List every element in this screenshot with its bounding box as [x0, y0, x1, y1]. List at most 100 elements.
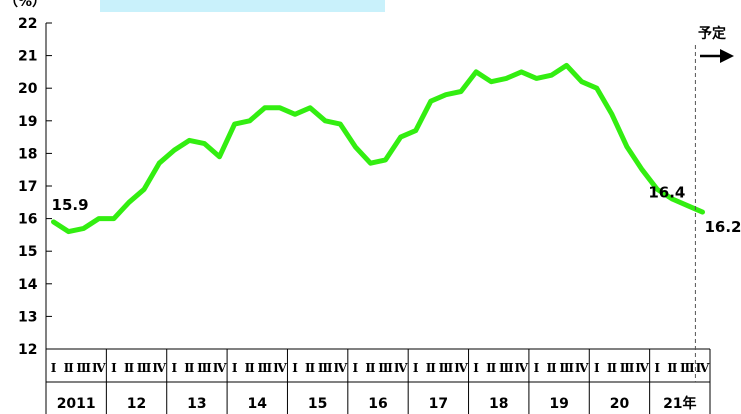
- quarter-label: Ⅰ: [51, 361, 57, 375]
- quarter-label: Ⅲ: [378, 361, 393, 375]
- data-point: [610, 112, 614, 116]
- data-point: [263, 106, 267, 110]
- quarter-label: Ⅳ: [635, 361, 649, 375]
- quarter-label: Ⅰ: [654, 361, 660, 375]
- year-label: 12: [127, 396, 146, 412]
- year-label: 16: [368, 396, 387, 412]
- quarter-label: Ⅳ: [454, 361, 468, 375]
- quarter-label: Ⅱ: [184, 361, 194, 375]
- year-label: 2011: [57, 396, 96, 412]
- quarter-label: Ⅲ: [559, 361, 574, 375]
- quarter-label: Ⅱ: [426, 361, 436, 375]
- quarter-label: Ⅳ: [394, 361, 408, 375]
- data-point: [353, 145, 357, 149]
- quarter-label: Ⅱ: [486, 361, 496, 375]
- series-line: [51, 62, 705, 235]
- quarter-label: Ⅲ: [499, 361, 514, 375]
- data-point: [459, 89, 463, 93]
- data-point: [670, 197, 674, 201]
- y-tick-label: 17: [18, 179, 37, 195]
- data-point: [595, 86, 599, 90]
- quarter-label: Ⅰ: [473, 361, 479, 375]
- quarter-label: Ⅲ: [258, 361, 273, 375]
- year-label: 20: [610, 396, 630, 412]
- data-point: [67, 230, 71, 234]
- data-point: [157, 161, 161, 165]
- quarter-label: Ⅳ: [696, 361, 710, 375]
- quarter-label: Ⅱ: [305, 361, 315, 375]
- quarter-label: Ⅱ: [607, 361, 617, 375]
- quarter-label: Ⅱ: [546, 361, 556, 375]
- data-point: [308, 106, 312, 110]
- data-point: [685, 204, 689, 208]
- data-point: [640, 168, 644, 172]
- data-point: [52, 220, 56, 224]
- quarter-label: Ⅱ: [365, 361, 375, 375]
- data-point: [444, 93, 448, 97]
- y-tick-label: 16: [18, 212, 37, 228]
- plan-arrow-head: [720, 49, 734, 63]
- y-tick-label: 14: [18, 277, 38, 293]
- data-point: [534, 76, 538, 80]
- quarter-label: Ⅰ: [171, 361, 177, 375]
- data-point: [278, 106, 282, 110]
- data-point: [565, 63, 569, 67]
- year-label: 14: [248, 396, 268, 412]
- quarter-label: Ⅱ: [124, 361, 134, 375]
- y-tick-label: 20: [18, 81, 38, 97]
- quarter-label: Ⅳ: [333, 361, 347, 375]
- quarter-label: Ⅱ: [667, 361, 677, 375]
- data-point: [550, 73, 554, 77]
- data-point: [580, 80, 584, 84]
- plan-marker: 予定: [694, 25, 734, 382]
- quarter-label: Ⅱ: [64, 361, 74, 375]
- title-banner: [100, 0, 385, 12]
- quarter-label: Ⅳ: [515, 361, 529, 375]
- data-point: [323, 119, 327, 123]
- data-point: [338, 122, 342, 126]
- year-label: 18: [489, 396, 508, 412]
- data-point: [233, 122, 237, 126]
- year-label: 13: [187, 396, 206, 412]
- data-point: [142, 187, 146, 191]
- data-label: 16.2: [704, 218, 741, 236]
- quarter-label: Ⅳ: [575, 361, 589, 375]
- quarter-label: Ⅰ: [232, 361, 238, 375]
- quarter-label: Ⅰ: [594, 361, 600, 375]
- year-label: 17: [429, 396, 448, 412]
- quarter-label: Ⅲ: [137, 361, 152, 375]
- y-tick-label: 19: [18, 114, 37, 130]
- y-axis: 12 13 14 15 16 17 18 19 20 21 22: [18, 16, 52, 358]
- quarter-label: Ⅲ: [439, 361, 454, 375]
- quarter-label: Ⅳ: [273, 361, 287, 375]
- data-point: [384, 158, 388, 162]
- quarter-label: Ⅲ: [76, 361, 91, 375]
- y-axis-label: （%）: [4, 0, 46, 10]
- data-point: [625, 145, 629, 149]
- data-point: [368, 161, 372, 165]
- quarter-label: Ⅲ: [620, 361, 635, 375]
- data-point: [414, 129, 418, 133]
- data-point: [172, 148, 176, 152]
- y-tick-label: 15: [18, 244, 37, 260]
- plan-label: 予定: [698, 25, 726, 42]
- data-point: [700, 210, 704, 214]
- data-point: [218, 155, 222, 159]
- year-label: 21年: [663, 395, 696, 412]
- data-point: [248, 119, 252, 123]
- y-tick-label: 12: [18, 342, 37, 358]
- data-point: [97, 217, 101, 221]
- data-point: [127, 200, 131, 204]
- data-point: [655, 187, 659, 191]
- y-tick-label: 21: [18, 49, 37, 65]
- data-point: [519, 70, 523, 74]
- data-point: [202, 142, 206, 146]
- y-tick-label: 13: [18, 309, 37, 325]
- quarter-label: Ⅰ: [413, 361, 419, 375]
- quarter-label: Ⅰ: [111, 361, 117, 375]
- quarter-label: Ⅲ: [197, 361, 212, 375]
- quarter-label: Ⅲ: [318, 361, 333, 375]
- data-point: [293, 112, 297, 116]
